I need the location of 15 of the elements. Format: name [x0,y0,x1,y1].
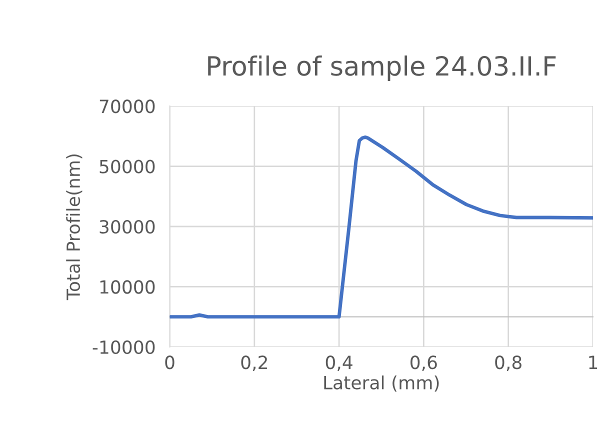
y-tick-label: 10000 [100,280,155,294]
y-tick-label: 70000 [100,100,155,114]
x-tick-label: 0,8 [495,356,522,372]
y-tick-label: -10000 [92,340,155,354]
x-tick-label: 0,2 [241,356,267,372]
line-series [170,135,593,319]
x-tick-label: 0 [165,356,174,370]
x-tick-label: 1 [589,356,598,369]
y-axis-title: Total Profile(nm) [66,154,82,300]
chart-title: Profile of sample 24.03.II.F [208,55,556,82]
x-axis-title: Lateral (mm) [324,375,439,392]
y-tick-label: 30000 [100,220,155,234]
x-tick-label: 0,6 [410,356,437,372]
x-tick-label: 0,4 [326,356,352,372]
y-tick-label: 50000 [100,160,155,174]
